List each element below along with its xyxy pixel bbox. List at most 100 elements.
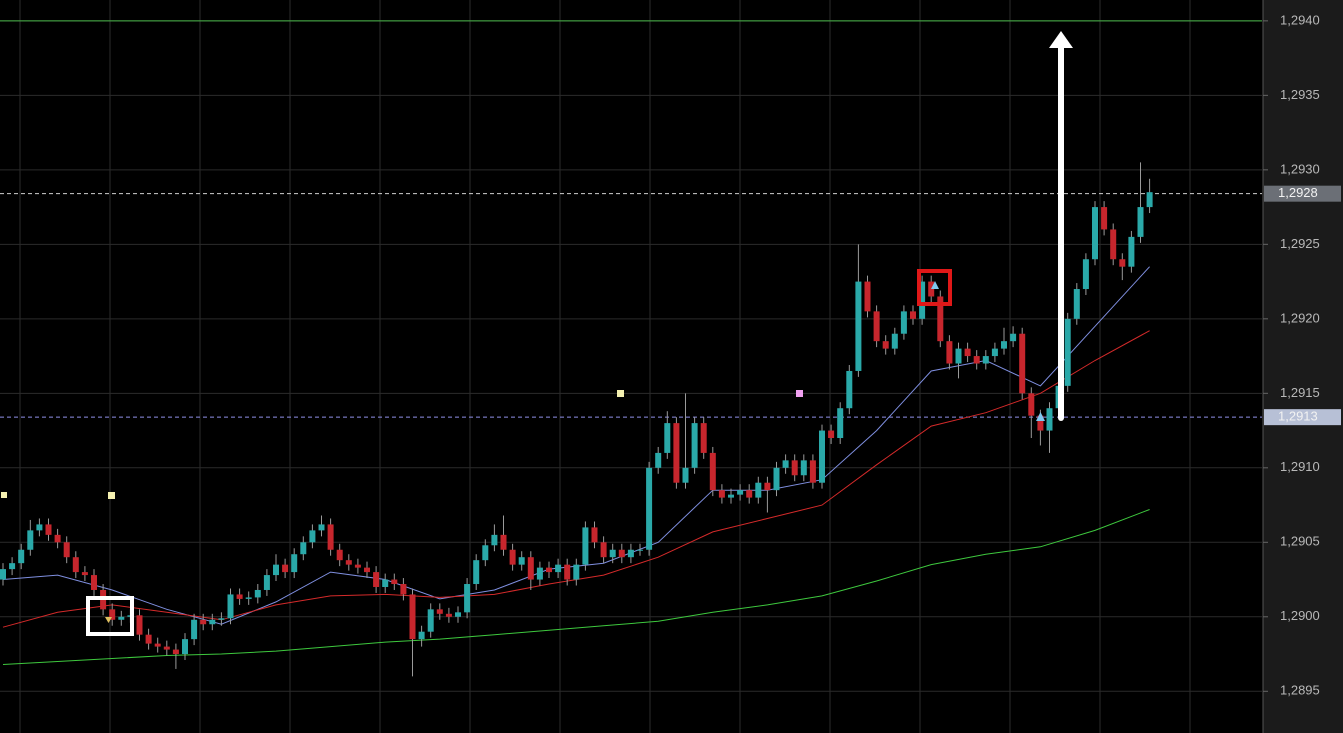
candle-body — [354, 564, 361, 568]
candle-body — [500, 534, 507, 550]
candle-body — [318, 524, 325, 531]
candle-body — [263, 575, 270, 590]
y-tick-label: 1,2900 — [1280, 608, 1320, 623]
candle-body — [637, 549, 643, 551]
candle-body — [1064, 318, 1071, 386]
signal-arrow — [931, 281, 939, 289]
candle-body — [145, 634, 152, 644]
candle-body — [291, 554, 298, 573]
candle-body — [937, 296, 944, 342]
candle-body — [154, 643, 161, 647]
y-tick-label: 1,2895 — [1280, 683, 1320, 698]
price-axis-panel — [1263, 0, 1343, 733]
candle-body — [910, 311, 916, 319]
candle-body — [891, 333, 898, 349]
y-tick-label: 1,2925 — [1280, 236, 1320, 251]
candle-body — [300, 542, 307, 555]
candle-body — [27, 530, 34, 550]
y-tick-label: 1,2910 — [1280, 459, 1320, 474]
candle-body — [191, 619, 198, 640]
candle-body — [1037, 415, 1044, 431]
candle-body — [609, 549, 616, 558]
candle-body — [791, 460, 798, 476]
highlight-box — [86, 596, 134, 636]
candle-body — [782, 460, 789, 468]
candle-body — [18, 549, 25, 564]
candle-body — [91, 575, 97, 590]
candle-body — [9, 563, 16, 570]
signal-dot — [108, 492, 115, 499]
candle-body — [1046, 408, 1053, 431]
candle-body — [182, 639, 188, 655]
candle-body — [755, 482, 762, 498]
candle-body — [919, 281, 926, 319]
candle-body — [819, 430, 825, 483]
candle-body — [1010, 333, 1017, 342]
candle-body — [1082, 259, 1089, 290]
candle-body — [564, 564, 571, 580]
candle-body — [555, 564, 562, 573]
candle-body — [591, 527, 598, 543]
candle-body — [700, 423, 707, 453]
candle-body — [509, 549, 516, 565]
candle-body — [618, 549, 625, 558]
candle-body — [1137, 207, 1144, 237]
candle-body — [200, 619, 207, 625]
marks — [0, 162, 1153, 677]
candle-body — [282, 564, 289, 573]
signal-arrow — [105, 617, 112, 623]
candle-body — [236, 594, 243, 599]
candle-body — [455, 612, 461, 617]
candle-body — [309, 530, 316, 543]
candle-body — [682, 467, 689, 483]
candle-body — [345, 560, 352, 565]
candle-body — [273, 564, 279, 576]
candle-body — [1101, 207, 1108, 230]
y-tick-label: 1,2940 — [1280, 12, 1320, 27]
candle-body — [482, 545, 489, 561]
candle-body — [327, 524, 334, 550]
grid — [0, 0, 1262, 733]
candle-body — [400, 584, 407, 595]
candle-body — [582, 527, 589, 565]
candle-body — [773, 467, 780, 491]
moving-average — [2, 509, 1150, 665]
candle-body — [364, 567, 370, 573]
candle-body — [864, 281, 871, 312]
candle-body — [136, 615, 143, 635]
candle-body — [391, 579, 398, 585]
candle-body — [1092, 207, 1098, 260]
candle-body — [709, 452, 716, 491]
candle-body — [837, 408, 844, 439]
candle-body — [163, 646, 170, 650]
candle-body — [464, 584, 471, 613]
target-arrow-head — [1049, 31, 1073, 48]
candle-body — [54, 534, 61, 543]
candle-body — [573, 564, 580, 580]
candle-body — [655, 452, 662, 468]
candle-body — [81, 572, 88, 576]
candle-body — [518, 557, 525, 565]
candle-body — [982, 356, 989, 364]
price-label: 1,2928 — [1278, 185, 1318, 200]
signal-dot — [1, 492, 7, 498]
candle-body — [1073, 289, 1080, 319]
candle-body — [873, 311, 880, 342]
candle-body — [882, 341, 889, 349]
candle-body — [427, 609, 434, 632]
candle-body — [809, 460, 816, 483]
candle-body — [746, 490, 753, 498]
y-tick-label: 1,2915 — [1280, 385, 1320, 400]
candle-body — [72, 557, 79, 573]
candle-body — [546, 567, 552, 573]
candle-body — [36, 524, 43, 531]
candle-body — [764, 482, 771, 491]
y-tick-label: 1,2935 — [1280, 87, 1320, 102]
candle-body — [991, 348, 998, 357]
candle-body — [473, 560, 480, 585]
y-tick-label: 1,2905 — [1280, 534, 1320, 549]
candle-body — [846, 370, 853, 409]
